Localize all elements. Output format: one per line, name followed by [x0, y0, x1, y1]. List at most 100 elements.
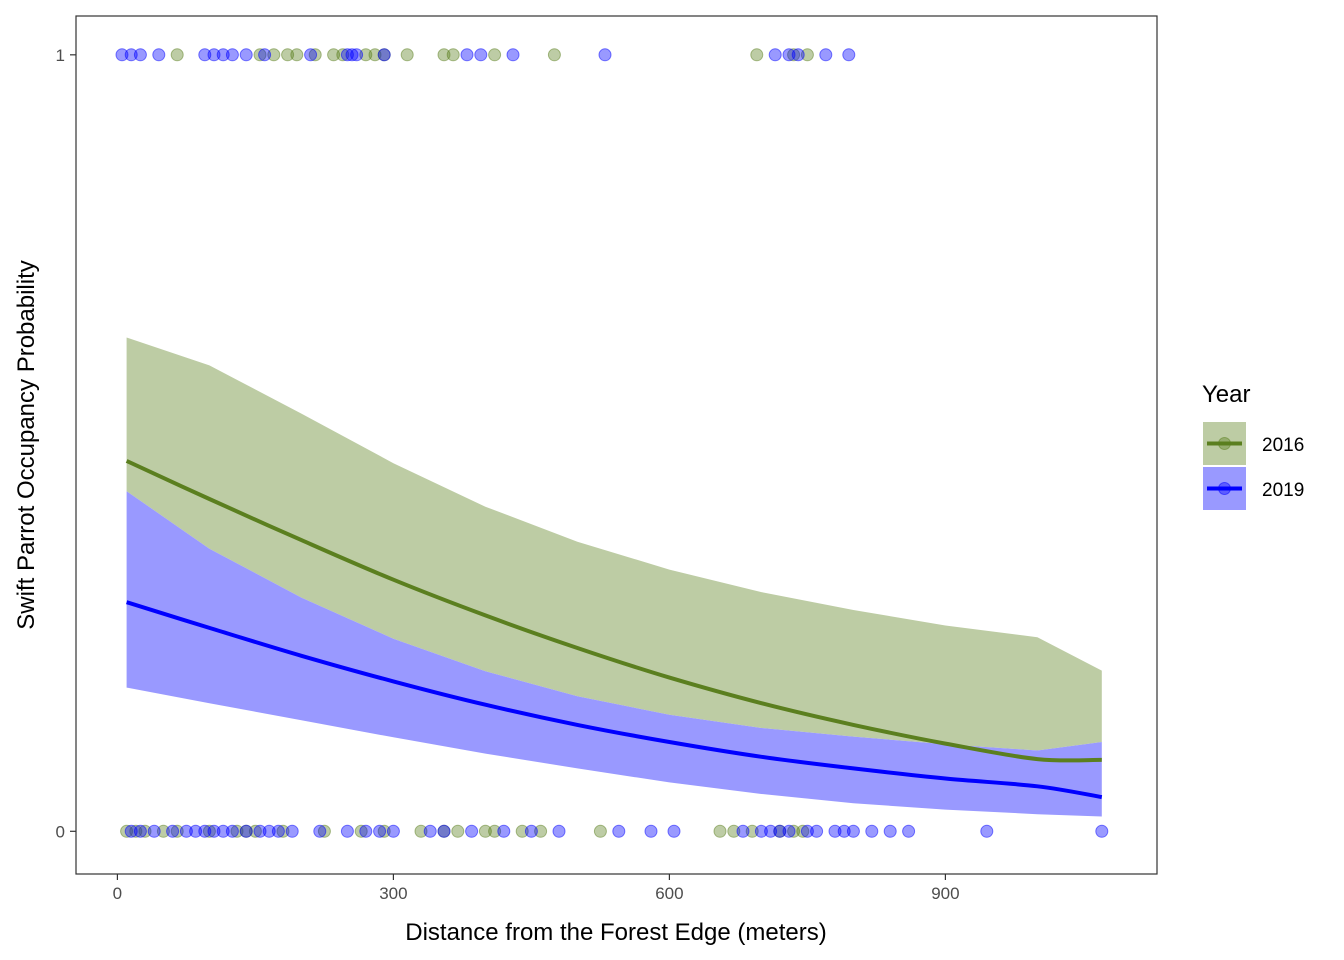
point-2016-occupancy-1	[547, 48, 561, 62]
point-2016-occupancy-1	[488, 48, 502, 62]
y-tick-label: 0	[56, 822, 65, 841]
point-2019-occupancy-0	[207, 824, 221, 838]
point-2016-occupancy-0	[202, 824, 216, 838]
point-2019-occupancy-1	[304, 48, 318, 62]
point-2016-occupancy-1	[170, 48, 184, 62]
point-2019-occupancy-0	[340, 824, 354, 838]
point-2019-occupancy-0	[225, 824, 239, 838]
point-2016-occupancy-1	[800, 48, 814, 62]
point-2019-occupancy-1	[460, 48, 474, 62]
legend-key-2016-point	[1218, 437, 1231, 450]
point-2016-occupancy-0	[593, 824, 607, 838]
point-2016-occupancy-0	[156, 824, 170, 838]
point-2016-occupancy-0	[377, 824, 391, 838]
point-2019-occupancy-1	[198, 48, 212, 62]
point-2016-occupancy-0	[787, 824, 801, 838]
point-2016-occupancy-1	[446, 48, 460, 62]
point-2016-occupancy-0	[745, 824, 759, 838]
point-2019-occupancy-1	[216, 48, 230, 62]
point-2016-occupancy-1	[290, 48, 304, 62]
point-2019-occupancy-0	[828, 824, 842, 838]
point-2019-occupancy-0	[166, 824, 180, 838]
point-2019-occupancy-1	[598, 48, 612, 62]
point-2019-occupancy-0	[736, 824, 750, 838]
point-2019-occupancy-0	[313, 824, 327, 838]
point-2019-occupancy-0	[810, 824, 824, 838]
point-2019-occupancy-0	[782, 824, 796, 838]
x-tick-label: 900	[931, 884, 959, 903]
point-2019-occupancy-0	[179, 824, 193, 838]
point-2019-occupancy-1	[377, 48, 391, 62]
point-2016-occupancy-1	[359, 48, 373, 62]
point-2019-occupancy-0	[612, 824, 626, 838]
x-tick-label: 600	[655, 884, 683, 903]
point-2019-occupancy-1	[152, 48, 166, 62]
point-2019-occupancy-1	[506, 48, 520, 62]
fit-line-2019	[126, 600, 1103, 800]
point-2019-occupancy-1	[239, 48, 253, 62]
point-2016-occupancy-0	[515, 824, 529, 838]
legend-title: Year	[1202, 381, 1251, 408]
point-2019-occupancy-0	[773, 824, 787, 838]
point-2016-occupancy-0	[138, 824, 152, 838]
point-2016-occupancy-1	[437, 48, 451, 62]
point-2019-occupancy-1	[207, 48, 221, 62]
x-tick-label: 0	[113, 884, 122, 903]
y-tick-label: 1	[56, 46, 65, 65]
legend-label-2016: 2016	[1262, 435, 1304, 456]
point-2016-occupancy-0	[276, 824, 290, 838]
point-2019-occupancy-1	[350, 48, 364, 62]
point-2016-occupancy-1	[368, 48, 382, 62]
point-2019-occupancy-1	[115, 48, 129, 62]
legend-item-2019: 2019	[1203, 467, 1304, 510]
point-2016-occupancy-1	[308, 48, 322, 62]
point-2019-occupancy-0	[198, 824, 212, 838]
legend-key-2019-point	[1218, 482, 1231, 495]
point-2016-occupancy-0	[230, 824, 244, 838]
legend: Year 2016 2019	[1202, 381, 1304, 510]
point-2016-occupancy-1	[253, 48, 267, 62]
point-2019-occupancy-0	[800, 824, 814, 838]
fit-line-2016	[125, 459, 1102, 763]
point-2016-occupancy-0	[414, 824, 428, 838]
point-2016-occupancy-0	[120, 824, 134, 838]
data-points	[115, 48, 1109, 838]
point-2019-occupancy-0	[764, 824, 778, 838]
point-2016-occupancy-1	[787, 48, 801, 62]
point-2016-occupancy-1	[327, 48, 341, 62]
point-2019-occupancy-0	[552, 824, 566, 838]
point-2016-occupancy-0	[451, 824, 465, 838]
point-2019-occupancy-0	[644, 824, 658, 838]
point-2019-occupancy-0	[216, 824, 230, 838]
point-2019-occupancy-0	[386, 824, 400, 838]
plot-panel-border	[75, 15, 1158, 875]
legend-label-2019: 2019	[1262, 480, 1304, 501]
point-2019-occupancy-0	[883, 824, 897, 838]
point-2019-occupancy-0	[846, 824, 860, 838]
point-2016-occupancy-0	[796, 824, 810, 838]
point-2016-occupancy-0	[488, 824, 502, 838]
point-2016-occupancy-1	[400, 48, 414, 62]
point-2019-occupancy-0	[285, 824, 299, 838]
point-2016-occupancy-1	[336, 48, 350, 62]
point-2019-occupancy-0	[271, 824, 285, 838]
point-2019-occupancy-1	[340, 48, 354, 62]
point-2016-occupancy-0	[727, 824, 741, 838]
point-2019-occupancy-1	[124, 48, 138, 62]
point-2016-occupancy-0	[129, 824, 143, 838]
point-2019-occupancy-0	[262, 824, 276, 838]
point-2019-occupancy-0	[837, 824, 851, 838]
y-axis: 01	[56, 46, 76, 841]
point-2019-occupancy-0	[667, 824, 681, 838]
point-2019-occupancy-0	[865, 824, 879, 838]
point-2019-occupancy-1	[819, 48, 833, 62]
point-2019-occupancy-1	[345, 48, 359, 62]
point-2019-occupancy-1	[225, 48, 239, 62]
point-2019-occupancy-0	[524, 824, 538, 838]
point-2016-occupancy-0	[713, 824, 727, 838]
x-tick-label: 300	[379, 884, 407, 903]
point-2019-occupancy-0	[239, 824, 253, 838]
point-2019-occupancy-0	[147, 824, 161, 838]
x-axis: 0 300 600 900	[113, 874, 960, 903]
